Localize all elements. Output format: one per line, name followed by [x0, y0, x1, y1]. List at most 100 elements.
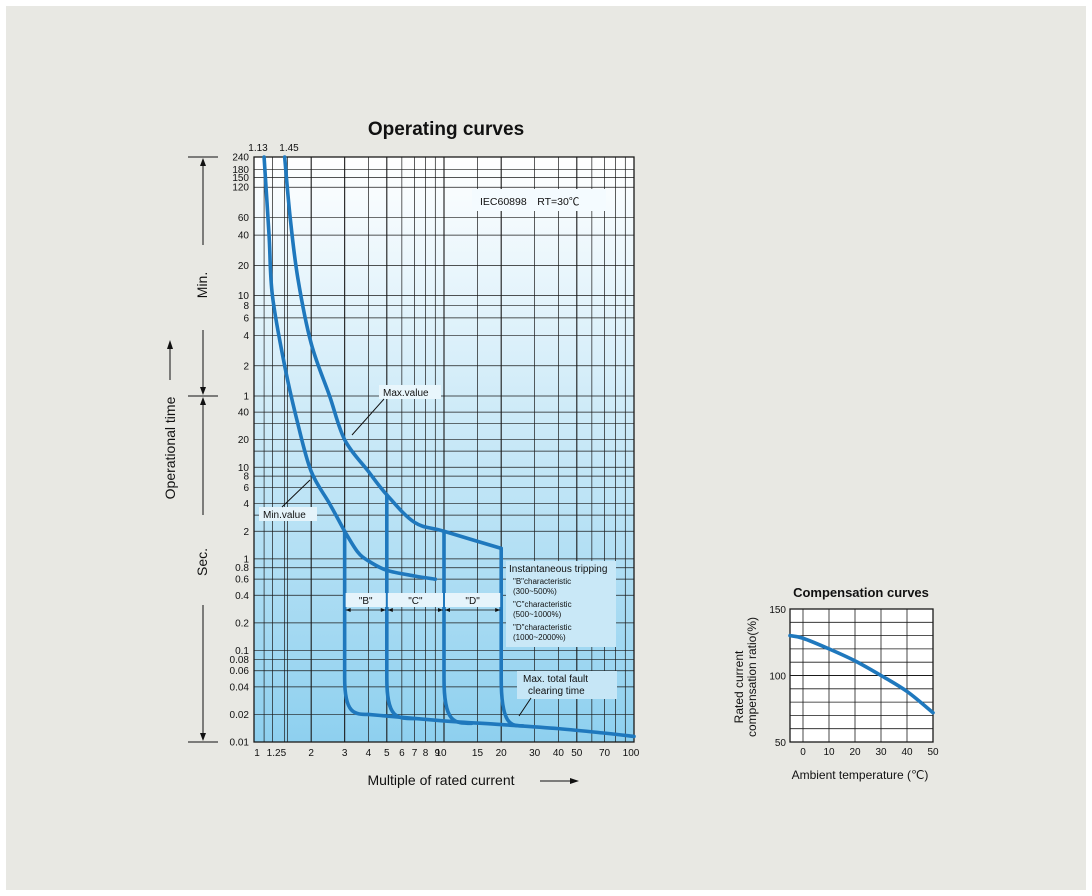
max-value-label: Max.value: [383, 388, 429, 399]
max-value-label-bg: [379, 385, 441, 399]
zone-b-arrowhead-left: [345, 608, 351, 612]
x-axis-title-arrow: [540, 778, 579, 784]
y-tick-label: 6: [243, 313, 249, 324]
x-tick-label: 3: [342, 748, 348, 759]
y-tick-label: 180: [232, 165, 249, 176]
x-tick-label: 15: [472, 748, 484, 759]
y-tick-label: 10: [238, 291, 250, 302]
y-tick-label: 0.4: [235, 591, 249, 602]
c-y-tick-label: 150: [769, 605, 786, 616]
x-tick-label: 1.25: [267, 748, 287, 759]
x-tick-label: 7: [412, 748, 418, 759]
c-x-tick-label: 40: [901, 747, 913, 758]
y-tick-label: 60: [238, 213, 250, 224]
y-tick-label: 0.04: [230, 682, 250, 693]
operating-x-axis-label: Multiple of rated current: [367, 772, 514, 788]
section-arrowheads: [200, 158, 206, 741]
zone-b-arrowhead-right: [380, 608, 386, 612]
compensation-y-axis-label-line-2: compensation ratio(%): [745, 617, 759, 737]
x-tick-label: 9: [435, 748, 441, 759]
instant-note-box: [506, 561, 616, 647]
y-tick-label: 240: [232, 153, 249, 164]
standard-note: IEC60898 RT=30℃: [480, 196, 580, 208]
x-tick-label: 2: [308, 748, 314, 759]
marker-label-1-13: 1.13: [248, 143, 268, 154]
y-axis-title-arrow: [167, 340, 173, 380]
instant-note-line-2: (300~500%): [513, 587, 557, 596]
min-value-label: Min.value: [263, 510, 306, 521]
zone-b-bg: [345, 593, 386, 607]
y-tick-label: 8: [243, 472, 249, 483]
fault-note-leader: [518, 697, 532, 717]
instant-note-line-3: "C"characteristic: [513, 600, 572, 609]
y-tick-label: 1: [243, 392, 249, 403]
section-label-min: Min.: [194, 272, 210, 298]
x-tick-label: 70: [599, 748, 611, 759]
c-x-tick-label: 50: [927, 747, 939, 758]
x-tick-label: 1: [254, 748, 260, 759]
compensation-tick-labels: 0 10 20 30 40 50 150 100 50: [769, 605, 939, 758]
compensation-curve: [788, 633, 935, 715]
section-label-sec: Sec.: [194, 548, 210, 576]
compensation-x-axis-label: Ambient temperature (℃): [792, 768, 929, 782]
y-tick-label: 0.6: [235, 575, 249, 586]
y-tick-label: 0.2: [235, 618, 249, 629]
operating-y-tick-labels: 2401801501206040201086421402010864210.80…: [230, 153, 250, 749]
x-tick-label: 10: [435, 748, 447, 759]
zone-d-label: "D": [465, 596, 480, 607]
y-tick-label: 0.06: [230, 666, 250, 677]
instant-note-line-4: (500~1000%): [513, 610, 562, 619]
fault-note-box: [517, 671, 617, 699]
operating-y-axis-label: Operational time: [162, 396, 178, 499]
c-x-tick-label: 0: [800, 747, 806, 758]
operating-curves: [262, 155, 636, 739]
y-tick-label: 40: [238, 231, 250, 242]
fault-note-line-2: clearing time: [528, 686, 585, 697]
x-tick-label: 8: [423, 748, 429, 759]
marker-label-1-45: 1.45: [279, 143, 299, 154]
y-tick-label: 0.02: [230, 710, 250, 721]
compensation-y-axis-label-line-1: Rated current: [732, 650, 746, 723]
standard-note-box: [472, 189, 606, 211]
c-x-tick-label: 30: [875, 747, 887, 758]
operating-x-tick-labels: 1 1.25 2 3 4 5 6 7 8 910 15 20 30 40 50 70 100: [254, 748, 640, 759]
y-tick-label: 6: [243, 483, 249, 494]
y-tick-label: 0.08: [230, 655, 250, 666]
instant-note-title: Instantaneous tripping: [509, 564, 607, 575]
zone-c-bg: [387, 593, 443, 607]
compensation-grid: [790, 609, 933, 742]
max-value-leader: [351, 398, 385, 436]
y-tick-label: 120: [232, 183, 249, 194]
x-tick-label: 20: [496, 748, 508, 759]
zone-d-bg: [445, 593, 501, 607]
characteristic-zones: "B" "C" "D": [345, 593, 501, 612]
x-tick-label: 5: [384, 748, 390, 759]
y-tick-label: 0.01: [230, 738, 250, 749]
max-curve: [282, 155, 503, 551]
zone-b-label: "B": [359, 596, 373, 607]
operating-chart-title: Operating curves: [368, 119, 524, 140]
total-clearing-curve: [366, 712, 636, 739]
b-instant-drop: [342, 529, 371, 717]
x-tick-label: 4: [366, 748, 372, 759]
x-tick-label: 40: [553, 748, 565, 759]
compensation-plot-frame: [789, 608, 934, 743]
c-x-tick-label: 20: [849, 747, 861, 758]
fault-note-line-1: Max. total fault: [523, 674, 588, 685]
y-tick-label: 4: [243, 499, 249, 510]
min-curve: [262, 155, 347, 534]
y-tick-label: 8: [243, 301, 249, 312]
x-tick-label: 100: [623, 748, 640, 759]
compensation-chart-title: Compensation curves: [793, 585, 929, 600]
y-tick-label: 20: [238, 435, 250, 446]
y-tick-label: 2: [243, 527, 249, 538]
zone-c-arrowhead-left: [387, 608, 393, 612]
y-tick-label: 40: [238, 408, 250, 419]
zone-c-label: "C": [408, 596, 423, 607]
instant-note-line-5: "D"characteristic: [513, 623, 572, 632]
y-tick-label: 4: [243, 331, 249, 342]
y-tick-label: 1: [243, 554, 249, 565]
x-tick-label: 6: [399, 748, 405, 759]
zone-d-arrowhead-left: [445, 608, 450, 612]
